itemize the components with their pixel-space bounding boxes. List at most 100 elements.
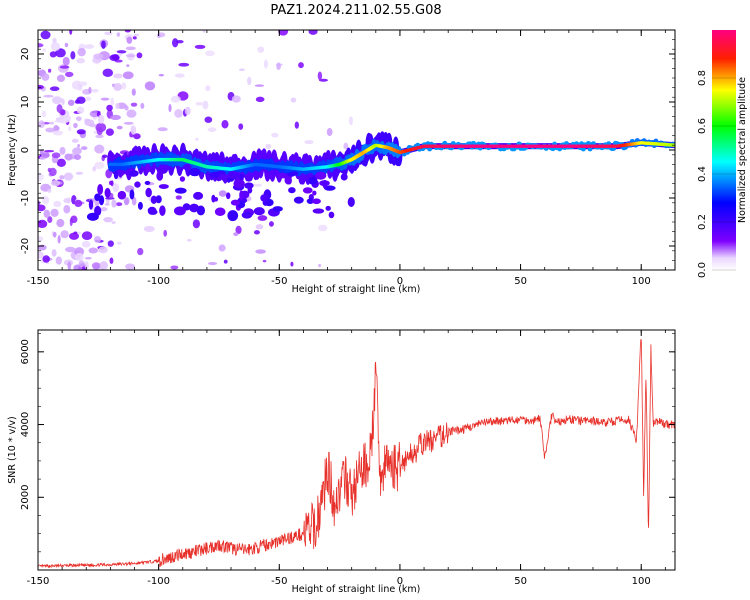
heatmap-cell bbox=[348, 116, 354, 126]
heatmap-cell bbox=[56, 218, 65, 228]
heatmap-cell bbox=[308, 177, 318, 185]
heatmap-cell bbox=[42, 196, 50, 205]
heatmap-cell bbox=[110, 97, 115, 107]
spectrogram-x-ticks: -150 -100 -50 0 50 100 bbox=[27, 30, 666, 287]
colorbar-tick-label: 0.6 bbox=[697, 118, 708, 134]
heatmap-cell bbox=[74, 199, 83, 208]
heatmap-cell bbox=[230, 199, 240, 206]
heatmap-cell bbox=[328, 211, 335, 219]
heatmap-cell bbox=[272, 206, 283, 212]
heatmap-cell bbox=[270, 169, 280, 175]
heatmap-cell bbox=[158, 164, 169, 174]
heatmap-cell bbox=[103, 216, 113, 223]
heatmap-cell bbox=[189, 203, 200, 213]
heatmap-cell bbox=[79, 81, 88, 87]
heatmap-cell bbox=[77, 47, 86, 57]
heatmap-cell bbox=[107, 240, 114, 247]
heatmap-cell bbox=[202, 30, 206, 33]
heatmap-cell bbox=[67, 261, 72, 270]
heatmap-cell bbox=[116, 32, 121, 37]
heatmap-cell bbox=[49, 86, 60, 92]
heatmap-cell bbox=[241, 211, 253, 219]
heatmap-cell bbox=[41, 73, 50, 81]
snr-frame bbox=[37, 329, 676, 571]
heatmap-cell bbox=[238, 123, 244, 130]
heatmap-cell bbox=[91, 88, 99, 93]
heatmap-cell bbox=[184, 106, 191, 116]
heatmap-cell bbox=[209, 171, 221, 178]
heatmap-cell bbox=[278, 30, 289, 36]
heatmap-cell bbox=[41, 110, 46, 118]
heatmap-cell bbox=[195, 137, 199, 141]
colorbar-tick-label: 0.8 bbox=[697, 70, 708, 86]
y-tick-label: 20 bbox=[20, 48, 31, 61]
heatmap-cell bbox=[163, 229, 168, 237]
heatmap-cell bbox=[155, 195, 162, 204]
heatmap-cell bbox=[42, 255, 50, 263]
heatmap-cell bbox=[117, 190, 127, 200]
heatmap-cell bbox=[113, 73, 123, 79]
heatmap-cell bbox=[317, 224, 328, 232]
y-tick-label: 4000 bbox=[20, 412, 31, 437]
heatmap-cell bbox=[255, 96, 265, 103]
heatmap-cell bbox=[125, 46, 136, 51]
heatmap-cell bbox=[75, 252, 84, 262]
heatmap-cell bbox=[302, 187, 313, 194]
heatmap-cell bbox=[50, 180, 61, 187]
heatmap-cell bbox=[315, 171, 327, 180]
heatmap-cell bbox=[93, 236, 102, 243]
heatmap-cell bbox=[102, 154, 108, 159]
heatmap-cell bbox=[81, 240, 91, 248]
heatmap-cell bbox=[74, 99, 81, 104]
heatmap-cell bbox=[172, 38, 179, 48]
heatmap-cell bbox=[38, 235, 44, 242]
snr-x-label: Height of straight line (km) bbox=[292, 584, 421, 595]
heatmap-cell bbox=[156, 171, 164, 181]
heatmap-cell bbox=[147, 206, 157, 215]
heatmap-cell bbox=[186, 238, 192, 242]
heatmap-cell bbox=[52, 231, 57, 238]
snr-series-line bbox=[38, 338, 675, 569]
heatmap-cell bbox=[262, 259, 267, 263]
heatmap-cell bbox=[150, 195, 158, 204]
heatmap-cell bbox=[56, 126, 60, 130]
x-tick-label: 100 bbox=[632, 576, 651, 587]
heatmap-cell bbox=[81, 231, 93, 240]
heatmap-cell bbox=[263, 59, 268, 69]
heatmap-cell bbox=[47, 68, 52, 73]
heatmap-cell bbox=[276, 174, 289, 179]
heatmap-cell bbox=[125, 263, 136, 270]
heatmap-cell bbox=[427, 146, 433, 152]
heatmap-cell bbox=[122, 71, 134, 80]
y-tick-label: 2000 bbox=[20, 485, 31, 510]
heatmap-cell bbox=[94, 161, 105, 170]
heatmap-cell bbox=[59, 146, 66, 155]
heatmap-cell bbox=[218, 244, 226, 252]
heatmap-cell bbox=[50, 208, 59, 217]
heatmap-cell bbox=[123, 121, 134, 125]
heatmap-cell bbox=[253, 207, 265, 216]
heatmap-cell bbox=[239, 190, 244, 201]
heatmap-cell bbox=[50, 42, 61, 51]
heatmap-cell bbox=[40, 30, 51, 40]
heatmap-cell bbox=[55, 48, 66, 58]
heatmap-cell bbox=[76, 106, 85, 114]
heatmap-cell bbox=[92, 166, 97, 172]
heatmap-cell bbox=[326, 127, 333, 137]
y-tick-label: -20 bbox=[20, 238, 31, 254]
heatmap-cell bbox=[38, 219, 48, 229]
heatmap-cell bbox=[145, 187, 152, 198]
heatmap-cell bbox=[257, 46, 265, 53]
heatmap-cell bbox=[52, 37, 57, 44]
heatmap-cell bbox=[168, 104, 172, 113]
heatmap-cell bbox=[116, 50, 127, 54]
heatmap-cell bbox=[52, 130, 63, 136]
heatmap-cell bbox=[57, 118, 69, 124]
heatmap-cell bbox=[112, 183, 120, 193]
heatmap-cell bbox=[174, 187, 187, 194]
heatmap-cell bbox=[61, 98, 65, 106]
heatmap-cell bbox=[113, 170, 119, 180]
heatmap-cell bbox=[91, 262, 101, 270]
heatmap-cell bbox=[41, 151, 50, 159]
